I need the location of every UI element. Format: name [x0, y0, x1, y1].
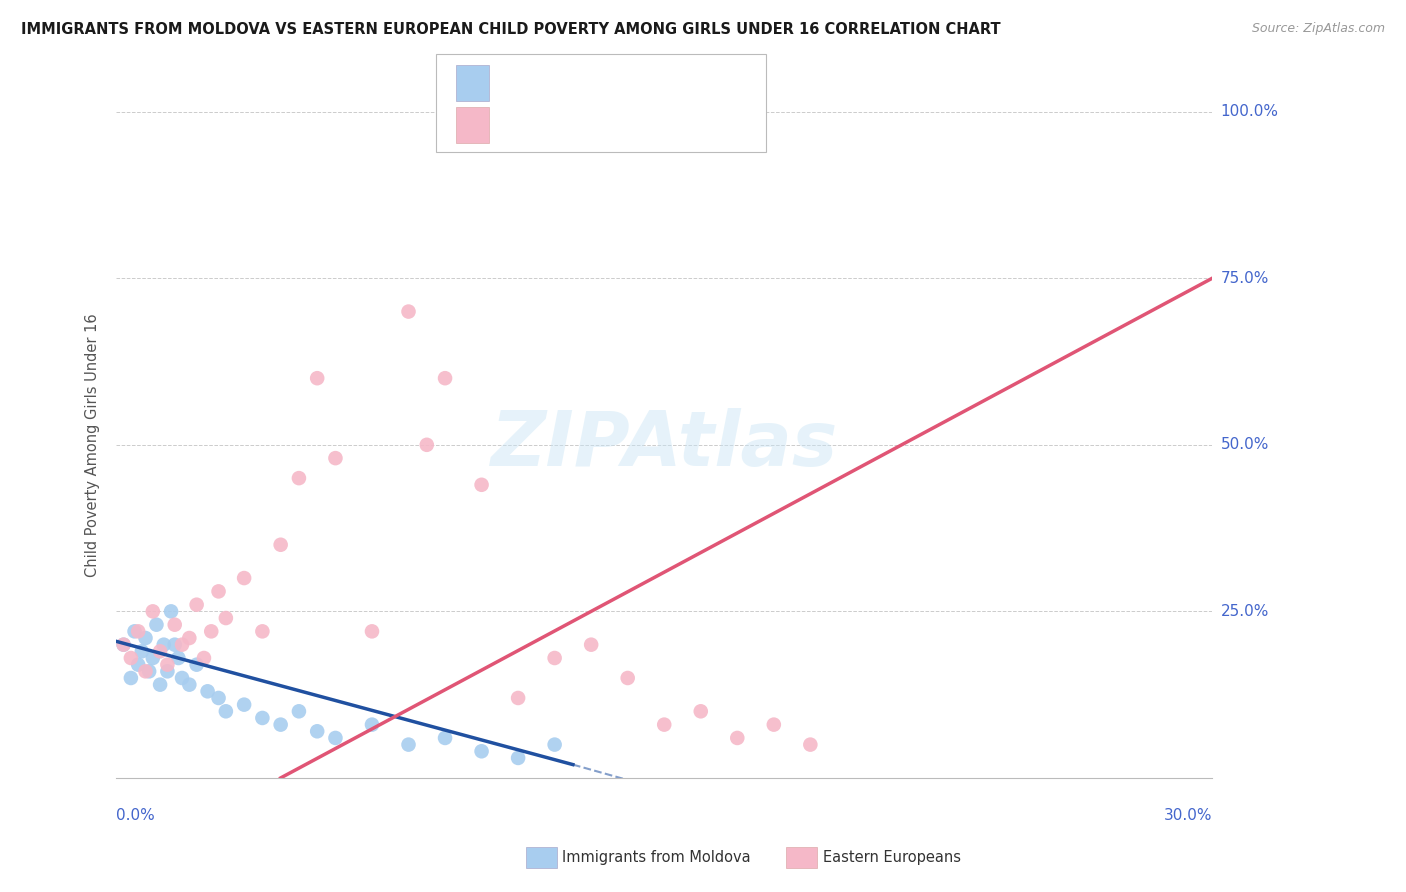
Point: [215, 611, 238, 625]
Point: [398, 304, 420, 318]
Text: R =: R =: [499, 118, 533, 132]
Text: 30.0%: 30.0%: [1164, 808, 1212, 823]
Point: [138, 665, 160, 679]
Point: [134, 665, 156, 679]
Point: [197, 684, 219, 698]
Point: [127, 657, 149, 672]
Text: R =: R =: [499, 76, 533, 90]
Point: [288, 471, 311, 485]
Point: [434, 731, 457, 745]
Text: IMMIGRANTS FROM MOLDOVA VS EASTERN EUROPEAN CHILD POVERTY AMONG GIRLS UNDER 16 C: IMMIGRANTS FROM MOLDOVA VS EASTERN EUROP…: [21, 22, 1001, 37]
Point: [361, 624, 384, 639]
Point: [152, 638, 174, 652]
Text: 50.0%: 50.0%: [1220, 437, 1268, 452]
Point: [186, 657, 208, 672]
Text: 0.711: 0.711: [544, 118, 598, 132]
Point: [725, 731, 748, 745]
Text: Immigrants from Moldova: Immigrants from Moldova: [562, 850, 751, 864]
Point: [120, 651, 142, 665]
Point: [325, 731, 347, 745]
Point: [163, 617, 186, 632]
Point: [179, 631, 201, 645]
Point: [145, 617, 167, 632]
Point: [207, 690, 229, 705]
Text: ZIPAtlas: ZIPAtlas: [491, 408, 838, 482]
Point: [149, 678, 172, 692]
Text: N = 33: N = 33: [623, 76, 681, 90]
Point: [506, 751, 529, 765]
Point: [543, 738, 565, 752]
Point: [471, 477, 494, 491]
Point: [398, 738, 420, 752]
Point: [233, 698, 256, 712]
Point: [416, 438, 439, 452]
Point: [112, 638, 135, 652]
Point: [506, 690, 529, 705]
Point: [252, 624, 274, 639]
Point: [149, 644, 172, 658]
Point: [434, 371, 457, 385]
Point: [616, 671, 638, 685]
Text: 75.0%: 75.0%: [1220, 271, 1268, 285]
Y-axis label: Child Poverty Among Girls Under 16: Child Poverty Among Girls Under 16: [86, 313, 100, 576]
Text: 0.0%: 0.0%: [117, 808, 155, 823]
Point: [762, 717, 785, 731]
Point: [124, 624, 146, 639]
Point: [170, 671, 193, 685]
Point: [134, 631, 156, 645]
Point: [131, 644, 153, 658]
Text: Source: ZipAtlas.com: Source: ZipAtlas.com: [1251, 22, 1385, 36]
Point: [252, 711, 274, 725]
Point: [179, 678, 201, 692]
Point: [579, 638, 602, 652]
Text: Eastern Europeans: Eastern Europeans: [823, 850, 960, 864]
Point: [163, 638, 186, 652]
Text: 25.0%: 25.0%: [1220, 604, 1268, 619]
Point: [543, 651, 565, 665]
Point: [471, 744, 494, 758]
Point: [270, 717, 292, 731]
Point: [689, 704, 711, 718]
Point: [156, 657, 179, 672]
Point: [270, 538, 292, 552]
Point: [186, 598, 208, 612]
Point: [200, 624, 222, 639]
Point: [215, 704, 238, 718]
Point: [233, 571, 256, 585]
Point: [307, 724, 329, 739]
Text: -0.329: -0.329: [544, 76, 599, 90]
Point: [361, 717, 384, 731]
Point: [652, 717, 675, 731]
Point: [170, 638, 193, 652]
Text: N = 35: N = 35: [623, 118, 681, 132]
Point: [142, 651, 165, 665]
Point: [799, 738, 821, 752]
Point: [156, 665, 179, 679]
Point: [112, 638, 135, 652]
Point: [160, 604, 183, 618]
Point: [307, 371, 329, 385]
Text: 100.0%: 100.0%: [1220, 104, 1278, 120]
Point: [288, 704, 311, 718]
Point: [193, 651, 215, 665]
Point: [167, 651, 190, 665]
Point: [207, 584, 229, 599]
Point: [127, 624, 149, 639]
Point: [120, 671, 142, 685]
Point: [142, 604, 165, 618]
Point: [325, 451, 347, 466]
